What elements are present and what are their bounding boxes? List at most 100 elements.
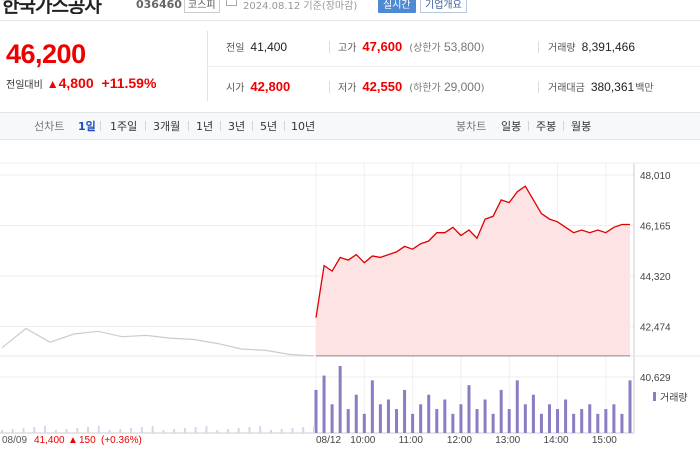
row-divider [207, 66, 700, 67]
volume-bar [564, 399, 568, 433]
prev-day-label: 08/09 [2, 435, 27, 446]
x-tick-label: 10:00 [350, 435, 375, 446]
prev-session-line [1, 327, 315, 357]
prev-volume-bar [173, 429, 176, 433]
prev-volume-bar [119, 429, 122, 433]
realtime-button[interactable]: 실시간 [378, 0, 416, 13]
prev-volume-bar [87, 427, 90, 433]
tab-separator [100, 121, 101, 131]
prev-session-polyline [1, 327, 315, 357]
stock-name: 한국가스공사 [2, 0, 102, 14]
volume-bar [346, 409, 350, 433]
volume-bar [386, 399, 390, 433]
prev-volume-bar [1, 430, 3, 433]
volume-bar [523, 404, 527, 433]
tab-separator [252, 121, 253, 131]
prev-volume-bar [130, 428, 133, 433]
stat-upper-limit: (상한가 53,800) [409, 40, 485, 54]
volume-bar [515, 380, 519, 433]
prev-volume-bar [33, 427, 36, 433]
tab-monthly-candle[interactable]: 월봉 [571, 120, 592, 133]
volume-bar [451, 413, 455, 433]
tab-daily-candle[interactable]: 일봉 [501, 120, 522, 133]
volume-bar [580, 409, 584, 433]
volume-bar [491, 413, 495, 433]
stock-code: 036460 [136, 0, 182, 11]
volume-bar [596, 413, 600, 433]
volume-bar [588, 404, 592, 433]
volume-bar [628, 380, 632, 433]
volume-bar [322, 375, 326, 433]
prev-volume-bar [151, 426, 154, 433]
volume-bar [499, 389, 503, 433]
stat-lower-limit: (하한가 29,000) [409, 80, 485, 94]
price-change: 전일대비 ▲4,800 +11.59% [6, 75, 156, 91]
tab-5year[interactable]: 5년 [260, 120, 278, 133]
volume-bar [443, 399, 447, 433]
tab-10year[interactable]: 10년 [291, 120, 316, 133]
price-line [315, 185, 630, 318]
calendar-icon [226, 0, 237, 6]
tab-1year[interactable]: 1년 [196, 120, 214, 133]
x-tick-label: 13:00 [495, 435, 520, 446]
tab-separator [220, 121, 221, 131]
y-tick-label: 42,474 [640, 323, 671, 334]
prev-volume-bar [226, 429, 229, 433]
date-text: 2024.08.12 기준(장마감) [243, 1, 358, 12]
volume-bar [435, 409, 439, 433]
separator [538, 81, 539, 93]
volume-bar [475, 409, 479, 433]
y-tick-label: 40,629 [640, 373, 671, 384]
volume-bar [403, 389, 407, 433]
prev-volume-bar [97, 426, 100, 433]
separator [329, 81, 330, 93]
series-fill [316, 186, 630, 356]
volume-bar [459, 404, 463, 433]
prev-volume-bar [65, 429, 68, 433]
tab-1day[interactable]: 1일 [78, 120, 96, 133]
tab-separator [528, 121, 529, 131]
prev-volume-bar [54, 430, 57, 433]
x-tick-label: 08/12 [316, 435, 341, 446]
volume-bar [370, 380, 374, 433]
change-amount: 4,800 [58, 75, 94, 91]
prev-day-close: 41,400 [34, 435, 65, 446]
change-label: 전일대비 [6, 80, 43, 91]
up-triangle-icon: ▲ [46, 77, 59, 91]
separator [538, 41, 539, 53]
prev-volume-bar [11, 429, 14, 433]
x-tick-label: 15:00 [592, 435, 617, 446]
volume-bar [483, 399, 487, 433]
prev-day-up-icon: ▲ [68, 435, 78, 446]
price-chart[interactable]: 48,010 46,165 44,320 42,474 40,629 08/12 10:0… [0, 140, 700, 450]
volume-bar [427, 394, 431, 433]
volume-bar [411, 413, 415, 433]
market-badge: 코스피 [184, 0, 220, 13]
tab-3year[interactable]: 3년 [228, 120, 246, 133]
stat-low: 저가 42,550 (하한가 29,000) [338, 79, 485, 94]
volume-bar [507, 409, 511, 433]
volume-bar [539, 413, 543, 433]
volume-bar [531, 394, 535, 433]
tab-1week[interactable]: 1주일 [110, 120, 138, 133]
current-price: 46,200 [6, 39, 86, 69]
corp-info-button[interactable]: 기업개요 [420, 0, 467, 13]
prev-volume-bar [162, 430, 165, 433]
volume-bar [314, 389, 318, 433]
volume-bar [612, 404, 616, 433]
prev-volume-bar [140, 427, 143, 433]
volume-legend-swatch [653, 392, 656, 401]
prev-day-change: 150 [79, 435, 96, 446]
y-tick-label: 44,320 [640, 272, 671, 283]
x-tick-label: 14:00 [544, 435, 569, 446]
tab-separator [563, 121, 564, 131]
chart-tabs: 선차트 1일 1주일 3개월 1년 3년 5년 10년 봉차트 일봉 주봉 월봉 [0, 112, 700, 140]
prev-volume-bar [44, 426, 47, 433]
tab-3month[interactable]: 3개월 [153, 120, 181, 133]
prev-volume-bar [302, 427, 305, 433]
stat-prev-close: 전일 41,400 [226, 40, 288, 54]
stat-high: 고가 47,600 (상한가 53,800) [338, 39, 485, 54]
prev-volume-bar [280, 429, 283, 433]
prev-volume-bar [183, 428, 186, 433]
tab-weekly-candle[interactable]: 주봉 [536, 120, 557, 133]
